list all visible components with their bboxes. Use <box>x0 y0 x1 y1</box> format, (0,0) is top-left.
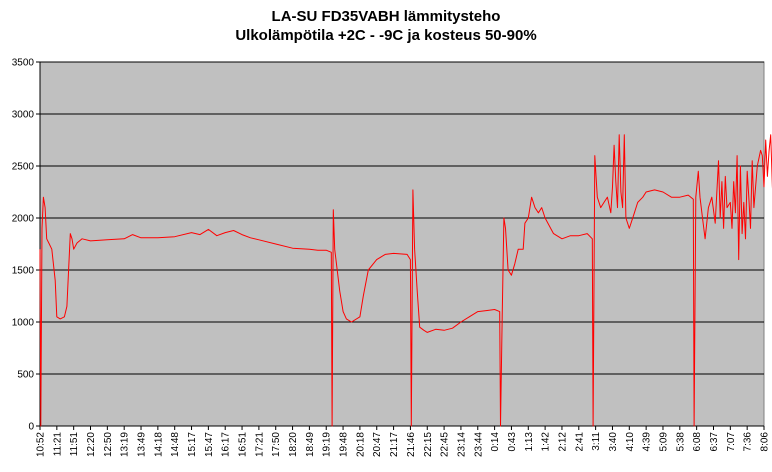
x-tick-label: 21:46 <box>406 432 417 457</box>
x-tick-label: 19:48 <box>339 432 350 457</box>
x-tick-label: 20:47 <box>372 432 383 457</box>
x-tick-label: 1:13 <box>524 432 535 452</box>
x-tick-label: 22:45 <box>440 432 451 457</box>
x-tick-label: 2:12 <box>557 432 568 452</box>
x-tick-label: 17:21 <box>254 432 265 457</box>
x-tick-label: 8:06 <box>760 432 771 452</box>
x-tick-label: 22:15 <box>423 432 434 457</box>
x-tick-label: 18:49 <box>305 432 316 457</box>
x-tick-label: 7:36 <box>743 432 754 452</box>
x-tick-label: 17:50 <box>271 432 282 457</box>
chart-title: LA-SU FD35VABH lämmitysteho <box>271 8 501 25</box>
x-tick-label: 18:20 <box>288 432 299 457</box>
y-tick-label: 0 <box>28 422 34 433</box>
x-tick-label: 10:52 <box>36 432 47 457</box>
x-tick-label: 5:38 <box>675 432 686 452</box>
x-tick-label: 15:17 <box>187 432 198 457</box>
x-tick-label: 13:49 <box>137 432 148 457</box>
x-tick-label: 3:11 <box>591 432 602 451</box>
x-tick-label: 19:19 <box>322 432 333 457</box>
x-tick-label: 16:17 <box>221 432 232 457</box>
y-tick-label: 3000 <box>12 110 35 121</box>
y-tick-label: 1000 <box>12 318 35 329</box>
y-tick-label: 2000 <box>12 214 35 225</box>
x-tick-label: 23:14 <box>456 432 467 457</box>
x-tick-label: 5:09 <box>658 432 669 452</box>
x-tick-label: 16:51 <box>238 432 249 457</box>
x-tick-label: 4:10 <box>625 432 636 452</box>
y-tick-label: 3500 <box>12 58 35 69</box>
chart-subtitle: Ulkolämpötila +2C - -9C ja kosteus 50-90… <box>235 27 537 44</box>
x-tick-label: 4:39 <box>642 432 653 452</box>
x-tick-label: 1:42 <box>541 432 552 452</box>
x-tick-label: 14:48 <box>170 432 181 457</box>
x-tick-label: 20:18 <box>355 432 366 457</box>
x-tick-label: 0:43 <box>507 432 518 452</box>
y-tick-label: 1500 <box>12 266 35 277</box>
x-tick-label: 15:47 <box>204 432 215 457</box>
x-tick-label: 7:07 <box>726 432 737 452</box>
x-tick-label: 13:19 <box>120 432 131 457</box>
x-tick-label: 12:20 <box>86 432 97 457</box>
x-tick-label: 6:37 <box>709 432 720 452</box>
x-tick-label: 0:14 <box>490 432 501 452</box>
x-tick-label: 21:17 <box>389 432 400 457</box>
x-tick-label: 14:18 <box>153 432 164 457</box>
x-tick-label: 11:21 <box>52 432 63 457</box>
y-tick-label: 2500 <box>12 162 35 173</box>
x-tick-label: 12:50 <box>103 432 114 457</box>
x-tick-label: 11:51 <box>69 432 80 457</box>
series-line <box>39 134 772 427</box>
x-tick-label: 23:44 <box>473 432 484 457</box>
x-tick-label: 3:40 <box>608 432 619 452</box>
x-tick-label: 2:41 <box>574 432 585 452</box>
x-tick-label: 6:08 <box>692 432 703 452</box>
y-tick-label: 500 <box>17 370 34 381</box>
plot-area <box>39 61 765 427</box>
